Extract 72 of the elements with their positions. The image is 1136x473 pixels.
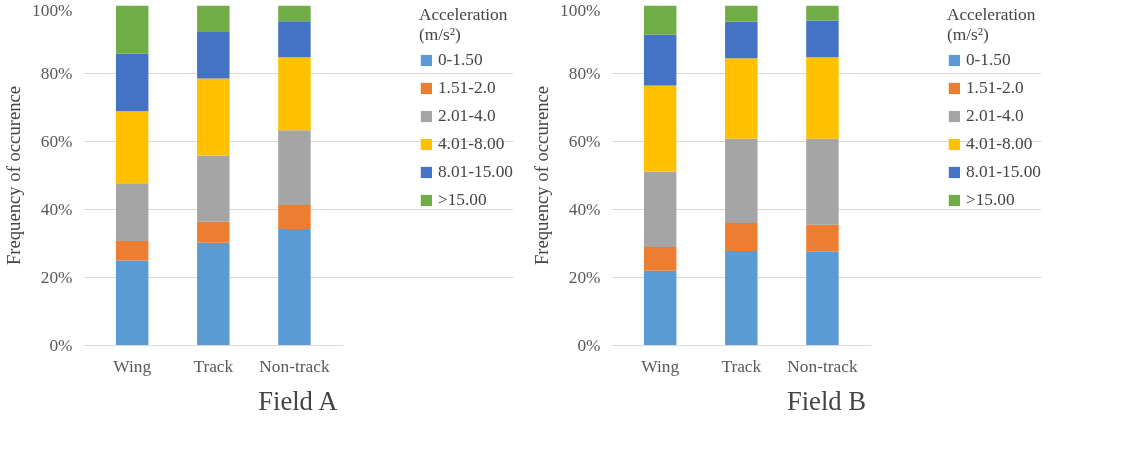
legend-label: 2.01-4.0: [965, 106, 1024, 126]
legend-label: 1.51-2.0: [437, 78, 496, 98]
y-tick-label: 100%: [32, 0, 73, 20]
bar: [115, 260, 149, 346]
bar: [643, 171, 677, 247]
x-tick-label: Non-track: [787, 356, 858, 376]
bar: [806, 20, 839, 58]
y-tick-label: 0%: [49, 336, 73, 355]
legend-label: >15.00: [965, 190, 1015, 210]
bar: [725, 250, 758, 346]
y-tick-label: 20%: [40, 268, 73, 287]
bar: [197, 5, 230, 33]
x-tick-label: Wing: [113, 356, 152, 376]
bar: [643, 34, 677, 86]
bar: [115, 53, 149, 112]
legend-label: 8.01-15.00: [437, 162, 513, 182]
y-tick-label: 60%: [568, 132, 601, 151]
bar: [278, 228, 311, 346]
text: Field A: [258, 385, 339, 416]
bar: [643, 270, 677, 346]
x-tick-label: Wing: [641, 356, 680, 376]
bar: [643, 5, 677, 35]
legend-label: 8.01-15.00: [965, 162, 1041, 182]
bar: [197, 221, 230, 243]
legend-label: 0-1.50: [965, 50, 1011, 70]
bar: [806, 251, 839, 346]
bar: [278, 205, 311, 229]
y-tick-label: 100%: [560, 0, 601, 20]
y-tick-label: 20%: [568, 268, 601, 287]
bar: [197, 155, 230, 222]
y-tick-label: 80%: [40, 64, 73, 83]
bar: [278, 5, 311, 22]
x-tick-label: Non-track: [259, 356, 330, 376]
legend-label: 1.51-2.0: [965, 78, 1024, 98]
text: Field B: [786, 385, 867, 416]
y-axis-title: Frequency of occurence: [531, 85, 553, 266]
bar: [115, 183, 149, 242]
legend-label: 2.01-4.0: [437, 106, 496, 126]
bar: [725, 5, 758, 22]
legend-label: 4.01-8.00: [437, 134, 505, 154]
bar: [806, 57, 839, 139]
bar: [278, 130, 311, 206]
bar: [725, 223, 758, 251]
x-tick-label: Track: [193, 356, 234, 376]
bar: [197, 242, 230, 346]
bar: [115, 241, 149, 261]
y-tick-label: 60%: [40, 132, 73, 151]
bar: [725, 138, 758, 224]
bar: [278, 21, 311, 58]
y-tick-label: 40%: [568, 200, 601, 219]
bar: [278, 57, 311, 131]
legend-label: 4.01-8.00: [965, 134, 1033, 154]
bar: [115, 5, 149, 54]
y-axis-title: Frequency of occurence: [3, 85, 25, 266]
legend-title: Acceleration (m/s²): [946, 5, 1037, 45]
legend-title: Acceleration (m/s²): [418, 5, 509, 45]
y-tick-label: 0%: [577, 336, 601, 355]
bar: [197, 78, 230, 156]
bar: [643, 85, 677, 172]
y-tick-label: 40%: [40, 200, 73, 219]
legend-label: >15.00: [437, 190, 487, 210]
bar: [806, 5, 839, 21]
bar: [806, 138, 839, 225]
bar: [806, 224, 839, 252]
bar: [725, 21, 758, 59]
y-tick-label: 80%: [568, 64, 601, 83]
bar: [197, 32, 230, 79]
bar: [643, 246, 677, 271]
legend-label: 0-1.50: [437, 50, 483, 70]
x-tick-label: Track: [721, 356, 762, 376]
bar: [115, 111, 149, 184]
bar: [725, 58, 758, 139]
